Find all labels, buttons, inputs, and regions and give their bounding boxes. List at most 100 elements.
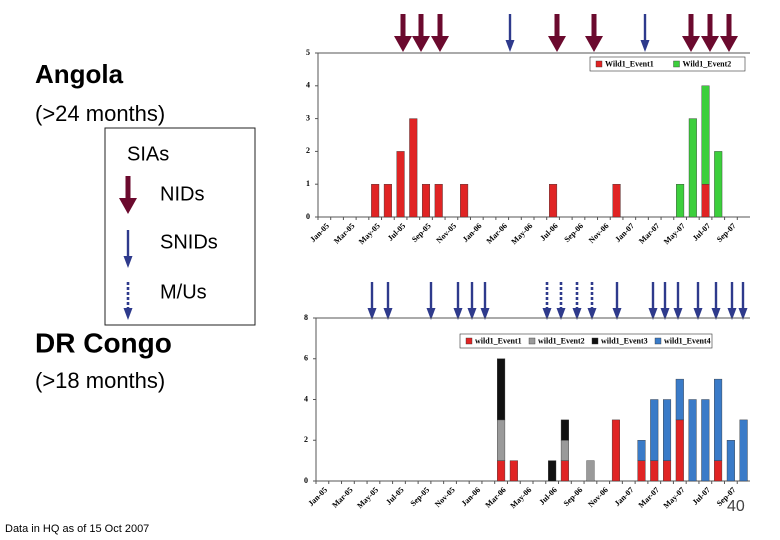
bar-segment [409, 118, 418, 218]
legend-label: Wild1_Event1 [605, 59, 654, 68]
snid-arrow [467, 282, 477, 320]
snid-arrow [738, 282, 748, 320]
x-tick-label: Jan-05 [306, 485, 329, 508]
bar-segment [650, 399, 659, 461]
nid-arrow [394, 14, 412, 52]
bar-segment [560, 440, 569, 461]
bar-segment [675, 378, 684, 421]
bar-segment [650, 460, 659, 482]
snid-arrow [660, 282, 670, 320]
bar-segment [663, 460, 672, 482]
x-tick-label: Nov-05 [434, 221, 458, 245]
x-tick-label: Jul-07 [691, 221, 712, 242]
x-tick-label: Jul-06 [537, 485, 558, 506]
x-tick-label: Sep-06 [562, 221, 585, 244]
bar-segment [688, 399, 697, 482]
bar-segment [663, 399, 672, 461]
page-number: 40 [727, 498, 745, 515]
x-tick-label: Jan-06 [460, 485, 483, 508]
x-tick-label: Sep-06 [562, 485, 585, 508]
x-tick-label: Jan-06 [461, 221, 484, 244]
legend-box [459, 333, 713, 349]
chart-title: DR Congo [35, 327, 172, 358]
x-tick-label: Mar-05 [332, 221, 356, 245]
footnote: Data in HQ as of 15 Oct 2007 [5, 523, 149, 535]
bar-segment [675, 419, 684, 482]
bar-segment [714, 151, 723, 218]
x-tick-label: May-05 [357, 221, 382, 246]
bar-segment [637, 440, 646, 461]
bar-segment [421, 183, 431, 218]
bar-segment [701, 85, 710, 185]
bar-segment [509, 460, 518, 482]
y-tick-label: 3 [306, 113, 310, 122]
snid-arrow [480, 282, 490, 320]
sia-legend-item: SNIDs [160, 231, 218, 253]
chart-title: Angola [35, 59, 124, 89]
bar-segment [434, 183, 443, 218]
legend-swatch [673, 60, 680, 68]
x-tick-label: Jul-06 [538, 221, 559, 242]
snid-arrow [727, 282, 737, 320]
x-tick-label: Jul-05 [384, 485, 405, 506]
mu-arrow [555, 280, 567, 322]
x-tick-label: Mar-07 [637, 485, 661, 509]
bar-segment [548, 460, 557, 482]
x-tick-label: May-07 [662, 221, 687, 246]
bar-segment [371, 183, 380, 218]
x-tick-label: Sep-05 [408, 485, 431, 508]
y-tick-label: 4 [304, 394, 308, 403]
bar-segment [701, 183, 710, 218]
y-tick-label: 2 [306, 146, 310, 155]
sia-legend-box [104, 127, 256, 326]
legend-label: wild1_Event4 [664, 336, 711, 345]
y-tick-label: 0 [304, 476, 308, 485]
sia-legend-item: NIDs [160, 183, 204, 205]
legend-swatch [654, 337, 662, 345]
snid-arrow [383, 282, 393, 320]
x-tick-label: Jan-07 [613, 485, 636, 508]
mu-arrow-icon [122, 280, 134, 322]
bar-segment [676, 183, 685, 218]
snid-arrow [673, 282, 683, 320]
x-tick-label: May-06 [508, 485, 533, 510]
legend-swatch [595, 60, 603, 68]
y-tick-label: 0 [306, 212, 310, 221]
mu-arrow [541, 280, 553, 322]
bar-segment [549, 183, 558, 218]
y-tick-label: 1 [306, 179, 310, 188]
bar-segment [701, 399, 710, 482]
x-tick-label: Jan-07 [613, 221, 636, 244]
snid-arrow [640, 14, 650, 52]
snid-arrow [693, 282, 703, 320]
y-tick-label: 8 [304, 313, 308, 322]
bar-segment [497, 358, 506, 421]
snid-arrow [426, 282, 436, 320]
bar-segment [714, 378, 723, 461]
nid-arrow-icon [119, 176, 137, 214]
y-tick-label: 4 [306, 81, 310, 90]
bar-segment [739, 419, 748, 482]
x-tick-label: Jul-07 [691, 485, 712, 506]
nid-arrow [431, 14, 449, 52]
bar-segment [586, 460, 595, 482]
bar-segment [383, 183, 392, 218]
legend-swatch [591, 337, 599, 345]
chart-subtitle: (>18 months) [35, 368, 165, 393]
y-tick-label: 2 [304, 435, 308, 444]
snid-arrow [367, 282, 377, 320]
bar-segment [560, 419, 569, 441]
snid-arrow [648, 282, 658, 320]
x-tick-label: Nov-06 [586, 485, 610, 509]
angola-campaign-arrows [394, 14, 738, 52]
x-tick-label: Mar-06 [485, 221, 509, 245]
legend-label: Wild1_Event2 [683, 59, 732, 68]
x-tick-label: Nov-06 [587, 221, 611, 245]
x-tick-label: Mar-06 [483, 485, 507, 509]
snid-arrow [453, 282, 463, 320]
bar-segment [726, 440, 735, 482]
x-tick-label: May-07 [662, 485, 687, 510]
